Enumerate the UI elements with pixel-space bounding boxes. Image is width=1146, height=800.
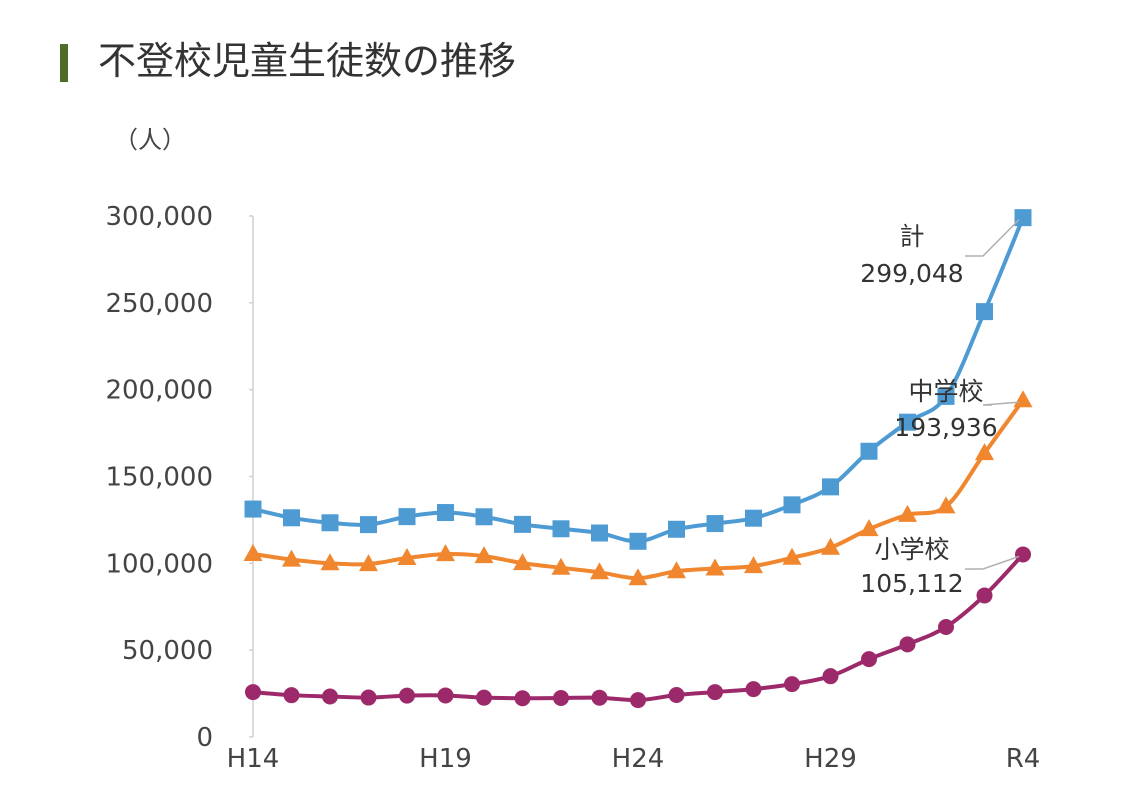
data-point-triangle bbox=[1013, 390, 1033, 408]
data-point-square bbox=[244, 500, 262, 518]
data-point-circle bbox=[476, 689, 492, 706]
data-point-circle bbox=[822, 668, 839, 685]
annotation-leader-line bbox=[965, 219, 1020, 257]
data-point-square bbox=[437, 504, 454, 522]
x-tick-label: H19 bbox=[419, 744, 472, 774]
data-point-square bbox=[899, 413, 916, 431]
series-circle bbox=[245, 546, 1031, 709]
data-point-circle bbox=[899, 636, 916, 653]
annotation-leader-line bbox=[965, 555, 1020, 570]
data-point-circle bbox=[976, 587, 993, 604]
x-tick-label: H24 bbox=[612, 744, 665, 774]
data-point-circle bbox=[1015, 546, 1031, 563]
x-tick-label: H14 bbox=[227, 744, 280, 774]
data-point-circle bbox=[668, 687, 685, 704]
data-point-circle bbox=[630, 692, 646, 709]
chart-axes: 0 50,000 100,000 150,000 200,000 250,000 300,0… bbox=[105, 202, 1040, 774]
data-point-triangle bbox=[898, 504, 917, 522]
data-point-square bbox=[552, 520, 570, 538]
data-point-square bbox=[976, 303, 993, 321]
y-tick-label: 250,000 bbox=[105, 289, 213, 319]
data-point-circle bbox=[591, 689, 608, 706]
data-point-triangle bbox=[667, 561, 686, 579]
data-point-circle bbox=[283, 687, 300, 704]
data-point-square bbox=[822, 478, 839, 496]
annotation-leader-line bbox=[982, 401, 1020, 406]
data-point-square bbox=[937, 387, 955, 405]
annotation-triangle: 中学校 193,936 bbox=[894, 377, 1020, 442]
annotation-value-label: 299,048 bbox=[860, 259, 963, 288]
series-layer bbox=[243, 209, 1033, 709]
y-axis-unit-label: （人） bbox=[114, 126, 186, 154]
data-point-circle bbox=[707, 684, 723, 701]
y-tick-label: 150,000 bbox=[105, 463, 213, 493]
data-point-square bbox=[514, 515, 531, 533]
data-point-square bbox=[860, 442, 878, 460]
annotation-circle: 小学校 105,112 bbox=[860, 535, 1020, 598]
data-point-triangle bbox=[551, 557, 571, 575]
data-point-circle bbox=[360, 689, 377, 706]
y-tick-label: 0 bbox=[196, 723, 213, 753]
data-point-triangle bbox=[936, 496, 956, 514]
data-point-square bbox=[783, 496, 801, 514]
data-point-circle bbox=[553, 689, 569, 706]
x-tick-label: H29 bbox=[804, 744, 857, 774]
data-point-triangle bbox=[359, 554, 378, 572]
data-point-circle bbox=[437, 687, 454, 704]
data-point-square bbox=[321, 514, 339, 532]
annotation-series-label: 計 bbox=[899, 222, 924, 251]
title-accent-bar bbox=[60, 44, 68, 82]
y-tick-label: 300,000 bbox=[105, 202, 213, 232]
data-point-square bbox=[591, 524, 608, 542]
data-point-circle bbox=[399, 687, 415, 704]
series-triangle bbox=[243, 390, 1033, 586]
data-point-square bbox=[706, 515, 724, 533]
data-point-square bbox=[283, 509, 300, 527]
y-tick-label: 200,000 bbox=[105, 376, 213, 406]
data-point-circle bbox=[514, 690, 531, 707]
y-tick-label: 50,000 bbox=[122, 636, 213, 666]
data-point-triangle bbox=[821, 537, 840, 555]
data-point-triangle bbox=[282, 549, 301, 567]
data-point-triangle bbox=[859, 519, 879, 537]
data-point-square bbox=[629, 532, 647, 550]
data-point-triangle bbox=[590, 562, 609, 580]
data-point-triangle bbox=[320, 553, 340, 571]
annotation-square: 計 299,048 bbox=[860, 219, 1020, 288]
data-point-circle bbox=[861, 651, 877, 668]
annotation-value-label: 193,936 bbox=[894, 413, 997, 442]
data-point-triangle bbox=[436, 544, 455, 562]
data-point-triangle bbox=[474, 546, 494, 564]
data-point-square bbox=[360, 516, 377, 534]
data-point-triangle bbox=[628, 568, 648, 586]
data-point-triangle bbox=[705, 558, 725, 576]
data-point-square bbox=[745, 509, 762, 527]
data-point-triangle bbox=[975, 443, 994, 461]
data-point-square bbox=[398, 508, 416, 526]
data-point-square bbox=[668, 520, 685, 538]
annotation-series-label: 中学校 bbox=[908, 377, 983, 406]
annotation-layer: 計 299,048 中学校 193,936 小学校 105,112 bbox=[860, 219, 1020, 598]
data-point-circle bbox=[938, 618, 954, 635]
data-point-square bbox=[475, 508, 493, 526]
x-tick-label: R4 bbox=[1006, 744, 1041, 774]
data-point-circle bbox=[322, 688, 338, 705]
data-point-triangle bbox=[513, 553, 532, 571]
data-point-triangle bbox=[782, 547, 802, 565]
series-square bbox=[244, 209, 1032, 550]
data-point-circle bbox=[784, 676, 800, 693]
annotation-series-label: 小学校 bbox=[874, 535, 949, 564]
data-point-circle bbox=[745, 681, 762, 698]
y-tick-label: 100,000 bbox=[105, 549, 213, 579]
data-point-circle bbox=[245, 684, 261, 701]
page-title: 不登校児童生徒数の推移 bbox=[98, 39, 517, 83]
data-point-triangle bbox=[243, 543, 263, 561]
data-point-square bbox=[1014, 209, 1032, 227]
data-point-triangle bbox=[397, 548, 417, 566]
data-point-triangle bbox=[744, 556, 763, 574]
annotation-value-label: 105,112 bbox=[860, 569, 963, 598]
